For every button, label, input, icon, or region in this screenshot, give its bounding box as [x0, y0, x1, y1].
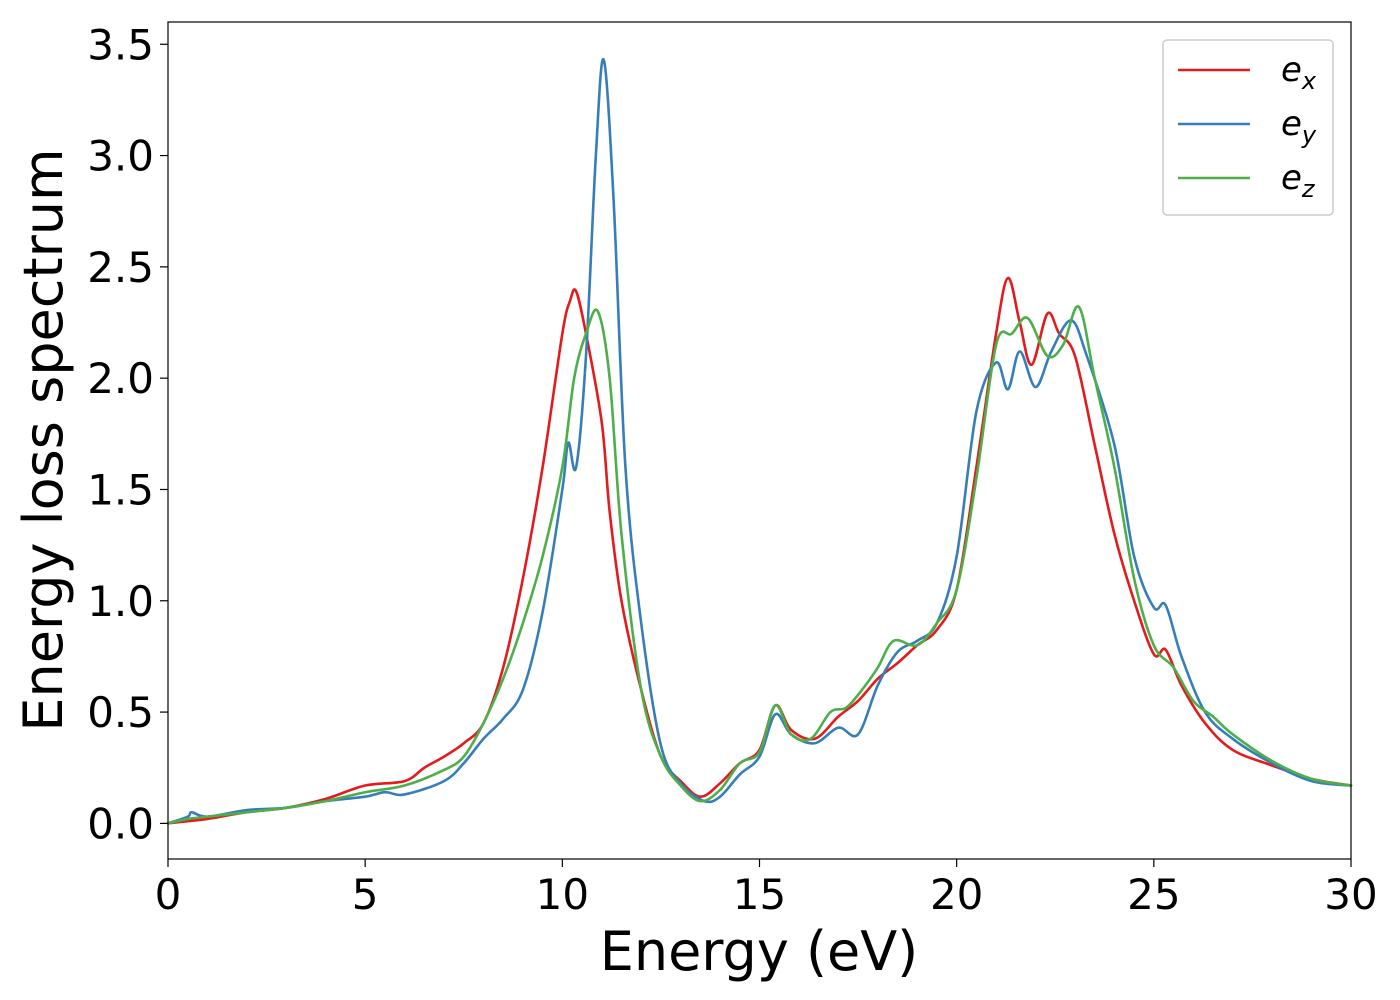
y-tick-label: 1.5: [87, 465, 154, 514]
y-tick-label: 3.5: [87, 20, 154, 69]
y-tick-label: 2.0: [87, 354, 154, 403]
series-line-ey: [166, 57, 1353, 825]
legend-box: [1162, 39, 1334, 216]
y-tick-label: 3.0: [87, 132, 154, 181]
plot-background: [168, 22, 1351, 859]
series-layer: [166, 57, 1353, 825]
x-tick-label: 5: [352, 870, 379, 919]
y-tick-label: 0.5: [87, 688, 154, 737]
y-axis: 0.0 0.5 1.0 1.5 2.0 2.5 3.0 3.5: [87, 20, 168, 848]
y-tick-label: 1.0: [87, 577, 154, 626]
x-tick-label: 10: [536, 870, 589, 919]
y-axis-title: Energy loss spectrum: [12, 148, 75, 731]
x-tick-label: 0: [155, 870, 182, 919]
x-tick-label: 15: [733, 870, 786, 919]
y-tick-label: 2.5: [87, 243, 154, 292]
series-line-ez: [166, 305, 1353, 825]
x-axis-title: Energy (eV): [600, 920, 919, 983]
legend-label-ey: ey: [1281, 104, 1317, 149]
x-axis: 0 5 10 15 20 25 30: [155, 859, 1378, 919]
x-tick-label: 30: [1324, 870, 1377, 919]
y-tick-label: 0.0: [87, 799, 154, 848]
x-tick-label: 20: [930, 870, 983, 919]
x-tick-label: 25: [1127, 870, 1180, 919]
